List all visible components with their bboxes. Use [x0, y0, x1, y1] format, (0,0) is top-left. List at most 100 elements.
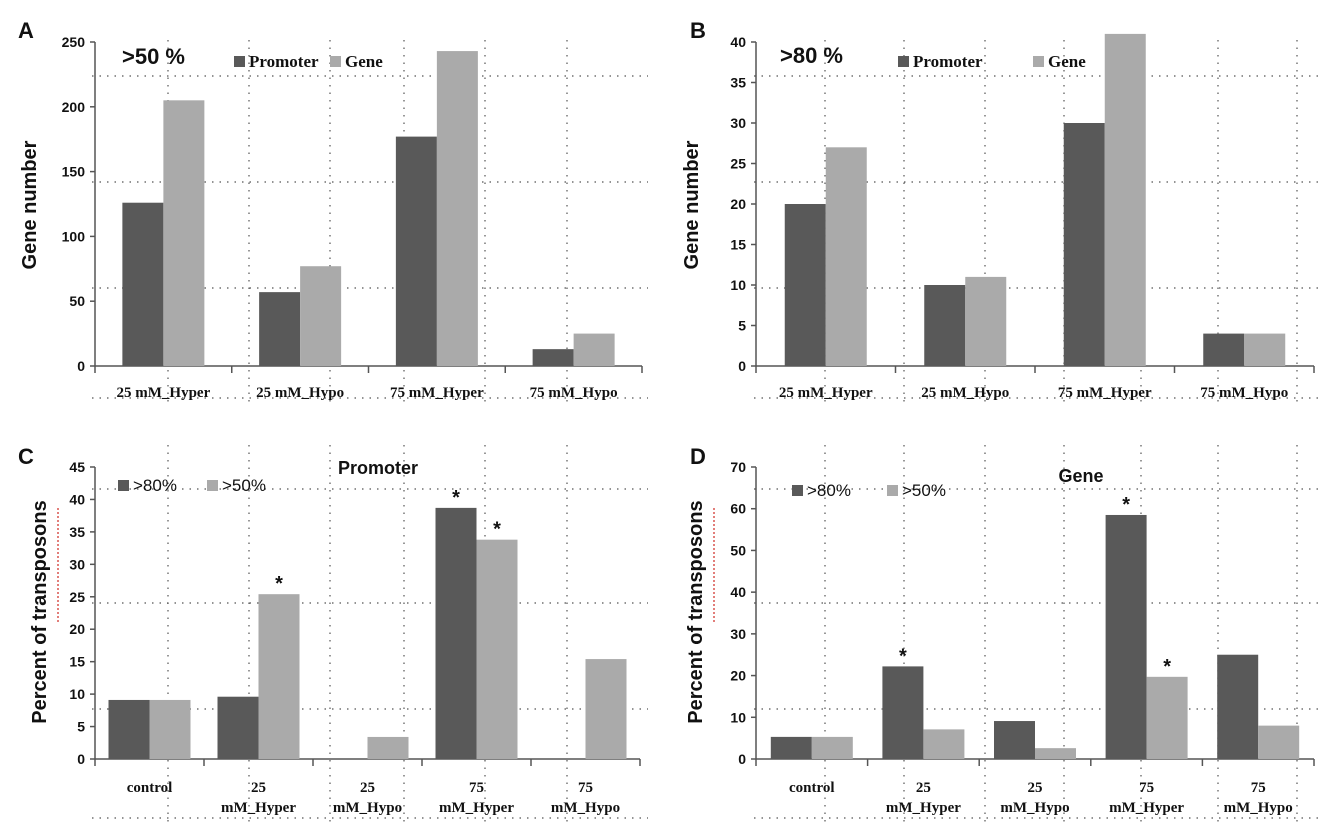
y-tick-label: 5 — [77, 719, 85, 735]
significance-star: * — [452, 487, 460, 509]
bar-gene — [965, 276, 1007, 366]
y-tick-label: 10 — [730, 709, 746, 725]
bar-50 — [258, 594, 300, 759]
panel-title: Promoter — [338, 458, 418, 478]
bar-50 — [149, 699, 191, 759]
bar-promoter — [532, 349, 574, 366]
legend-swatch — [330, 56, 341, 67]
y-tick-label: 35 — [730, 75, 746, 91]
x-category-label: 25 — [1028, 780, 1043, 796]
bar-promoter — [395, 136, 437, 366]
x-category-label: 75 — [578, 780, 593, 796]
legend-swatch — [234, 56, 245, 67]
y-tick-label: 0 — [738, 751, 746, 767]
legend-label: Gene — [1048, 52, 1086, 71]
x-category-label: mM_Hyper — [221, 800, 296, 816]
bar-50 — [1258, 725, 1300, 759]
bar-50 — [1146, 676, 1188, 759]
y-tick-label: 5 — [738, 318, 746, 334]
x-category-label: 25 mM_Hyper — [117, 385, 211, 401]
y-tick-label: 200 — [62, 99, 86, 115]
legend-swatch — [118, 480, 129, 491]
significance-star: * — [1163, 656, 1171, 678]
panel-d-legend: >80% >50% — [792, 481, 946, 500]
bar-gene — [300, 266, 342, 366]
x-category-label: mM_Hyper — [439, 800, 514, 816]
y-tick-label: 60 — [730, 501, 746, 517]
bar-gene — [163, 100, 205, 366]
bar-gene — [1244, 333, 1286, 366]
bar-50 — [367, 736, 409, 759]
legend-label: >80% — [807, 481, 851, 500]
bar-50 — [585, 659, 627, 759]
y-tick-label: 30 — [730, 626, 746, 642]
y-tick-label: 35 — [69, 524, 85, 540]
bar-50 — [476, 539, 518, 759]
legend-label: >50% — [222, 476, 266, 495]
panel-c-grid — [92, 445, 648, 822]
x-category-label: 25 mM_Hypo — [921, 385, 1009, 401]
y-tick-label: 40 — [730, 34, 746, 50]
y-tick-label: 30 — [730, 115, 746, 131]
x-category-label: 75 — [469, 780, 484, 796]
bar-promoter — [1063, 123, 1105, 366]
legend-label: >50% — [902, 481, 946, 500]
y-tick-label: 150 — [62, 164, 86, 180]
y-axis-label: Gene number — [19, 140, 41, 269]
y-tick-label: 15 — [69, 654, 85, 670]
bar-promoter — [924, 285, 966, 366]
y-tick-label: 45 — [69, 459, 85, 475]
y-tick-label: 250 — [62, 34, 86, 50]
bar-80 — [217, 696, 259, 759]
y-tick-label: 50 — [69, 293, 85, 309]
legend-label: Promoter — [249, 52, 319, 71]
panel-b-legend: Promoter Gene — [898, 52, 1086, 71]
legend-swatch — [792, 485, 803, 496]
y-tick-label: 0 — [77, 358, 85, 374]
bar-promoter — [259, 292, 301, 366]
panel-a-legend: Promoter Gene — [234, 52, 383, 71]
panel-letter: A — [18, 18, 34, 43]
panel-a-chart: 0 50 100 150 200 250 25 mM_Hyper 25 mM_Hypo 75 m… — [18, 18, 648, 404]
panel-letter: C — [18, 444, 34, 469]
panel-letter: D — [690, 444, 706, 469]
significance-star: * — [493, 519, 501, 541]
bar-80 — [882, 666, 924, 759]
bar-50 — [1035, 748, 1076, 759]
y-tick-label: 100 — [62, 228, 86, 244]
x-category-label: 25 mM_Hypo — [256, 385, 344, 401]
x-category-label: 75 mM_Hypo — [530, 385, 618, 401]
x-category-label: mM_Hyper — [1109, 800, 1184, 816]
y-tick-label: 20 — [69, 621, 85, 637]
x-category-label: 75 mM_Hyper — [390, 385, 484, 401]
bar-promoter — [122, 202, 164, 366]
x-category-label: mM_Hypo — [551, 800, 620, 816]
x-category-label: 25 — [251, 780, 266, 796]
legend-swatch — [1033, 56, 1044, 67]
y-tick-label: 40 — [730, 584, 746, 600]
y-tick-label: 25 — [730, 156, 746, 172]
bar-80 — [108, 699, 150, 759]
bar-gene — [825, 147, 867, 366]
y-tick-label: 70 — [730, 459, 746, 475]
x-category-label: control — [789, 780, 835, 796]
x-category-label: mM_Hypo — [1224, 800, 1293, 816]
legend-swatch — [898, 56, 909, 67]
bar-promoter — [784, 204, 826, 366]
y-tick-label: 20 — [730, 196, 746, 212]
x-category-label: 25 mM_Hyper — [779, 385, 873, 401]
bar-gene — [1104, 33, 1146, 367]
panel-d-grid — [754, 445, 1320, 822]
x-category-label: 75 mM_Hyper — [1058, 385, 1152, 401]
x-category-label: mM_Hypo — [333, 800, 402, 816]
y-tick-label: 15 — [730, 237, 746, 253]
x-category-label: 75 mM_Hypo — [1200, 385, 1288, 401]
x-category-label: 75 — [1139, 780, 1154, 796]
y-tick-label: 10 — [69, 686, 85, 702]
bar-80 — [435, 507, 477, 759]
significance-star: * — [899, 645, 907, 667]
bar-gene — [436, 51, 478, 367]
legend-label: >80% — [133, 476, 177, 495]
bar-80 — [1105, 514, 1147, 759]
